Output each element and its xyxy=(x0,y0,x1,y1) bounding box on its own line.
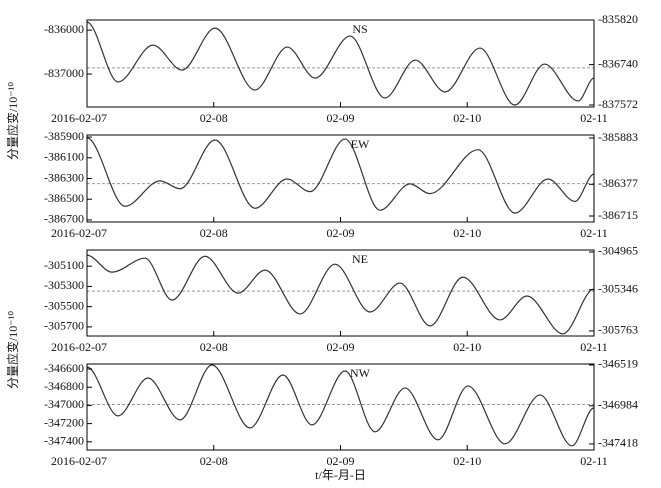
y-tick-label: -385900 xyxy=(44,129,84,143)
strain-line xyxy=(86,364,595,447)
y-axis-title: 分量应变/10⁻¹⁰ xyxy=(5,311,20,389)
x-tick-label: 02-10 xyxy=(453,454,481,468)
panel-label: NW xyxy=(350,366,371,380)
x-tick-label: 02-09 xyxy=(327,340,355,354)
y-tick-label: -347000 xyxy=(44,397,84,411)
plot-frame xyxy=(86,363,595,451)
panel-label: NS xyxy=(352,22,367,36)
y2-tick-label: -835820 xyxy=(598,12,638,26)
plot-frame xyxy=(86,19,595,108)
x-tick-label: 02-11 xyxy=(580,111,608,125)
y-tick-label: -836000 xyxy=(44,22,84,36)
x-tick-label: 02-09 xyxy=(327,111,355,125)
x-tick-label: 02-08 xyxy=(200,340,228,354)
y-tick-label: -305700 xyxy=(44,319,84,333)
y-tick-label: -386700 xyxy=(44,212,84,226)
y2-tick-label: -385883 xyxy=(598,130,638,144)
strain-line xyxy=(86,21,595,106)
y-tick-label: -346800 xyxy=(44,379,84,393)
x-tick-label: 2016-02-07 xyxy=(51,226,107,240)
y2-tick-label: -386715 xyxy=(598,208,638,222)
y-tick-label: -305100 xyxy=(44,258,84,272)
x-tick-label: 2016-02-07 xyxy=(51,454,107,468)
x-tick-label: 02-09 xyxy=(327,226,355,240)
x-tick-label: 02-11 xyxy=(580,454,608,468)
y-tick-label: -346600 xyxy=(44,361,84,375)
panel-label: EW xyxy=(351,137,370,151)
x-axis-title: t/年-月-日 xyxy=(315,468,366,482)
y2-tick-label: -346519 xyxy=(598,357,638,371)
x-tick-label: 02-11 xyxy=(580,226,608,240)
x-tick-label: 02-10 xyxy=(453,226,481,240)
y-tick-label: -837000 xyxy=(44,66,84,80)
y-tick-label: -305500 xyxy=(44,298,84,312)
y2-tick-label: -305346 xyxy=(598,281,638,295)
x-tick-label: 2016-02-07 xyxy=(51,340,107,354)
x-tick-label: 02-11 xyxy=(580,340,608,354)
y2-tick-label: -305763 xyxy=(598,323,638,337)
y2-tick-label: -346984 xyxy=(598,398,638,412)
y-tick-label: -347400 xyxy=(44,434,84,448)
plot-frame xyxy=(86,134,595,223)
x-tick-label: 02-08 xyxy=(200,111,228,125)
strain-line xyxy=(86,254,595,335)
strain-line xyxy=(86,137,595,214)
y-tick-label: -305300 xyxy=(44,278,84,292)
x-tick-label: 02-08 xyxy=(200,454,228,468)
y-axis-title: 分量应变/10⁻¹⁰ xyxy=(5,82,20,160)
y2-tick-label: -386377 xyxy=(598,176,638,190)
x-tick-label: 02-10 xyxy=(453,340,481,354)
x-tick-label: 02-10 xyxy=(453,111,481,125)
y2-tick-label: -836740 xyxy=(598,56,638,70)
y-tick-label: -386500 xyxy=(44,191,84,205)
x-tick-label: 2016-02-07 xyxy=(51,111,107,125)
y-tick-label: -347200 xyxy=(44,415,84,429)
y-tick-label: -386300 xyxy=(44,170,84,184)
y-tick-label: -386100 xyxy=(44,150,84,164)
y2-tick-label: -347418 xyxy=(598,436,638,450)
y2-tick-label: -837572 xyxy=(598,97,638,111)
panel-label: NE xyxy=(352,252,368,266)
x-tick-label: 02-08 xyxy=(200,226,228,240)
y2-tick-label: -304965 xyxy=(598,244,638,258)
plot-frame xyxy=(86,249,595,337)
x-tick-label: 02-09 xyxy=(327,454,355,468)
